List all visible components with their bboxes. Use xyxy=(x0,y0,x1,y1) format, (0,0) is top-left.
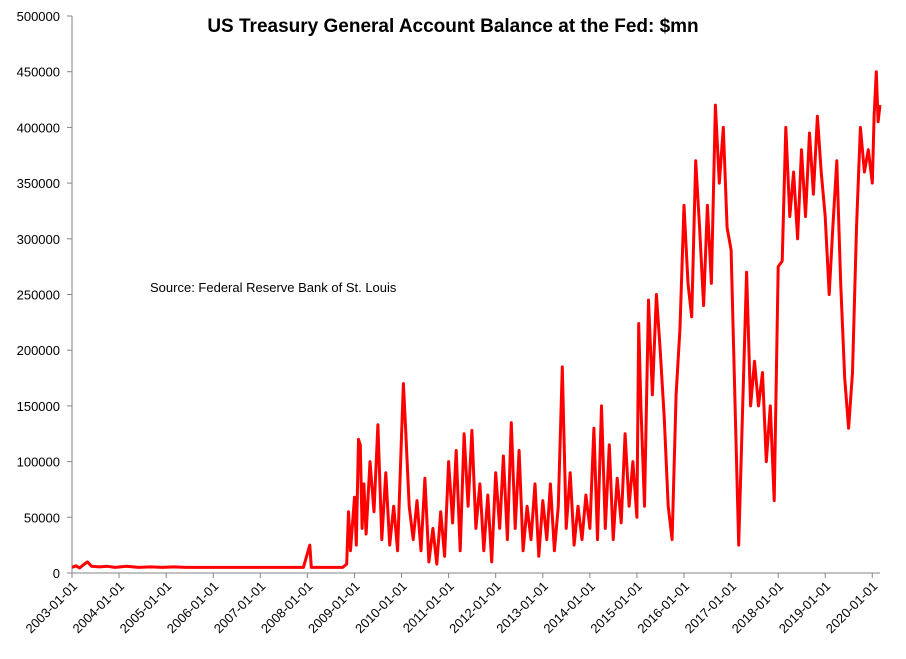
y-tick-label: 200000 xyxy=(17,343,60,358)
y-tick-label: 150000 xyxy=(17,399,60,414)
y-tick-label: 450000 xyxy=(17,65,60,80)
x-axis: 2003-01-012004-01-012005-01-012006-01-01… xyxy=(22,572,881,637)
y-axis: 0 50000 100000 150000 200000 250000 300000 3500… xyxy=(17,9,73,581)
series-line xyxy=(71,70,882,570)
chart-title: US Treasury General Account Balance at t… xyxy=(207,16,698,37)
series-layer xyxy=(71,70,882,570)
y-tick-label: 350000 xyxy=(17,176,60,191)
y-tick-label: 100000 xyxy=(17,455,60,470)
y-tick-label: 250000 xyxy=(17,288,60,303)
y-tick-label: 300000 xyxy=(17,232,60,247)
y-tick-label: 500000 xyxy=(17,9,60,24)
source-annotation: Source: Federal Reserve Bank of St. Loui… xyxy=(150,280,397,295)
y-tick-label: 400000 xyxy=(17,120,60,135)
x-tick-label: 2020-01-01 xyxy=(823,579,881,637)
y-tick-label: 0 xyxy=(53,566,60,581)
y-tick-label: 50000 xyxy=(24,510,60,525)
